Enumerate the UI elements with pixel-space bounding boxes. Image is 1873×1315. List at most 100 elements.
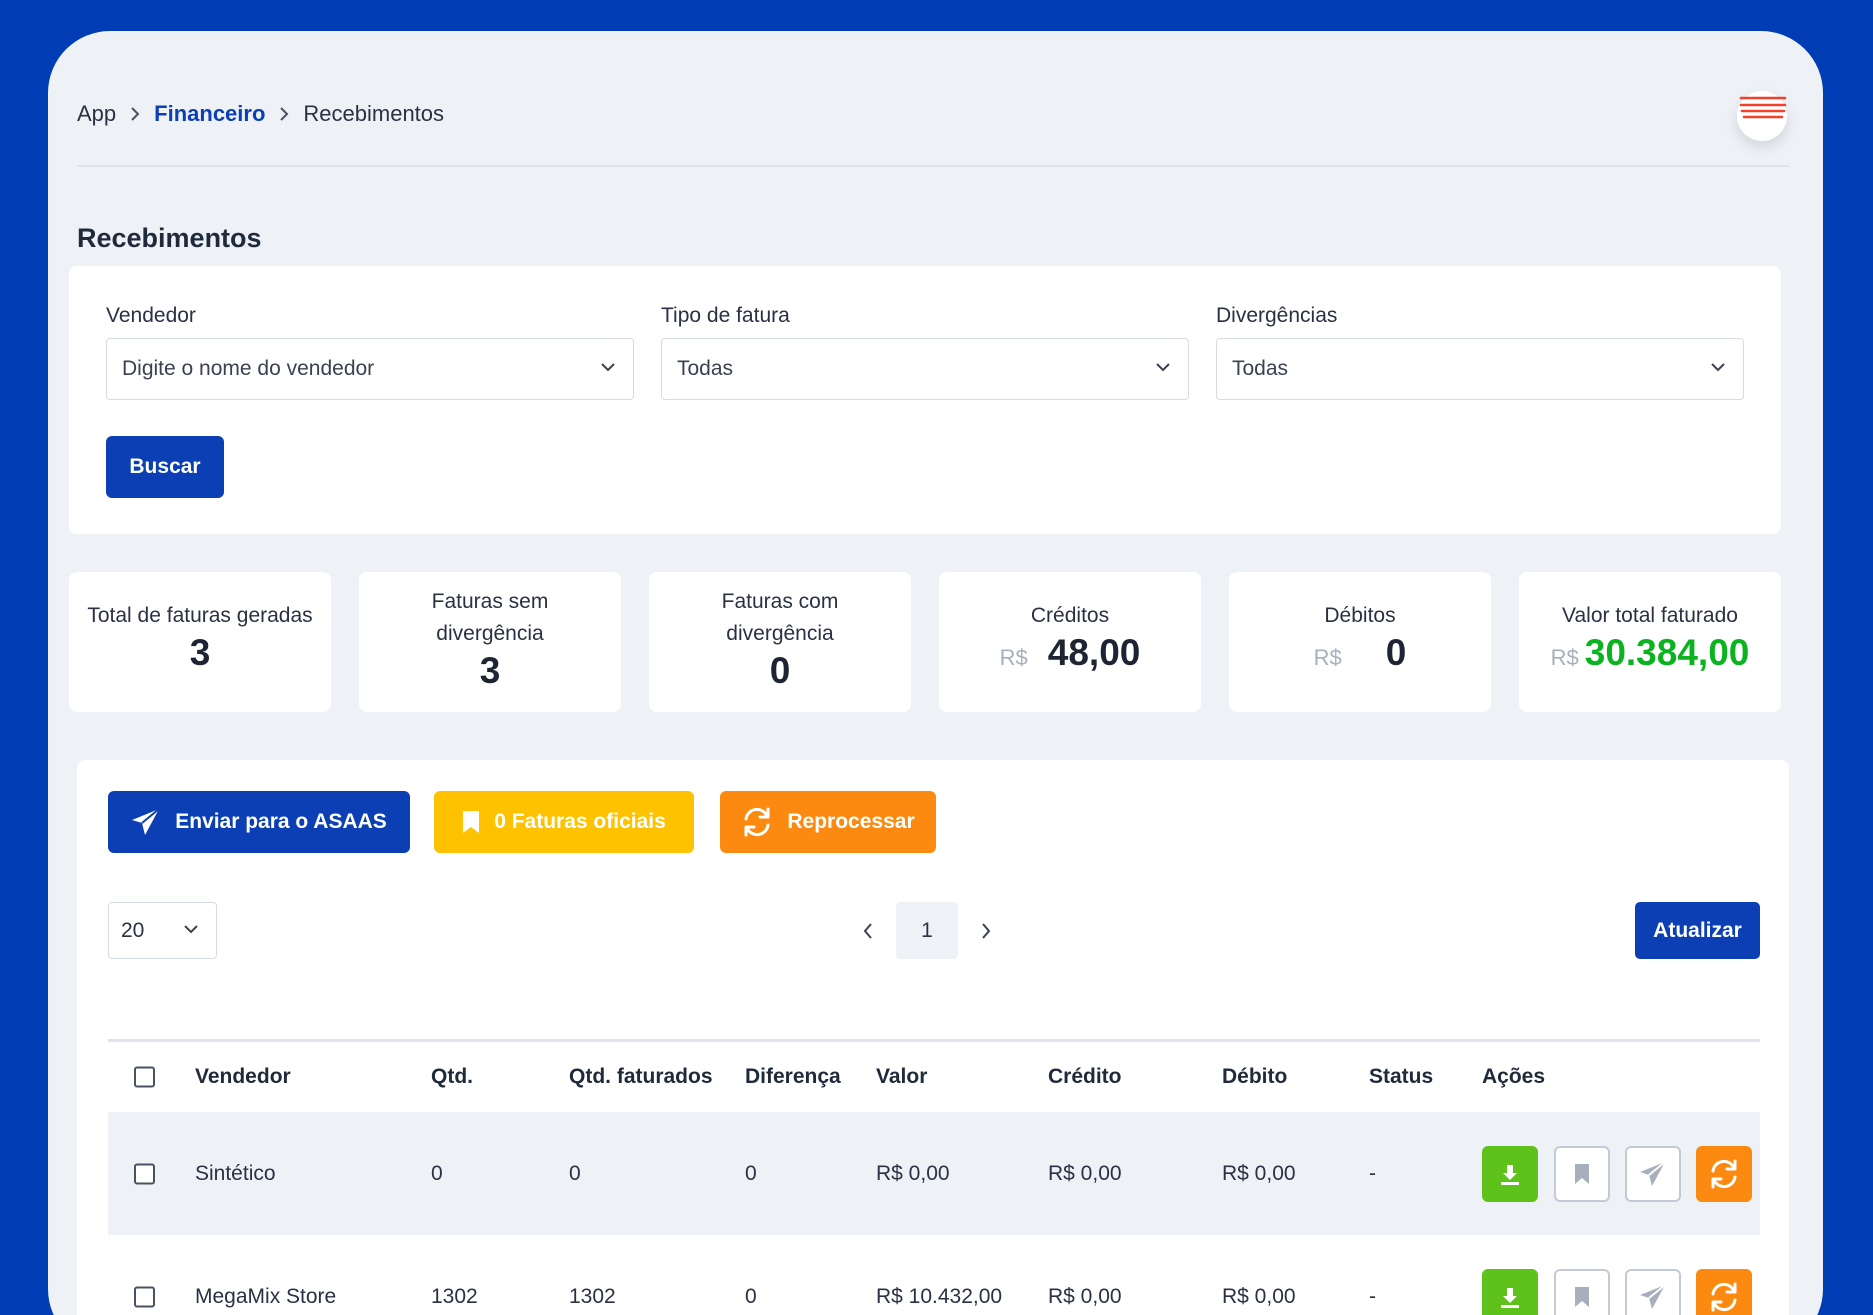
stat-label: Créditos: [1030, 604, 1110, 627]
stat-value: 3: [189, 632, 211, 673]
menu-button[interactable]: [1737, 91, 1787, 141]
vendedor-label: Vendedor: [106, 304, 196, 327]
vendedor-placeholder: Digite o nome do vendedor: [122, 357, 375, 380]
bookmark-icon: [1575, 1286, 1589, 1307]
stat-value: 3: [479, 650, 501, 691]
page-number[interactable]: 1: [896, 902, 958, 959]
stat-total-faturas: Total de faturas geradas 3: [69, 572, 331, 712]
cell-credito: R$ 0,00: [1048, 1161, 1122, 1185]
cell-status: -: [1369, 1284, 1376, 1308]
download-icon: [1501, 1287, 1519, 1308]
official-invoices-label: 0 Faturas oficiais: [494, 810, 666, 833]
select-all-checkbox[interactable]: [134, 1066, 155, 1088]
chevron-down-icon: [184, 925, 198, 934]
table-header: Vendedor Qtd. Qtd. faturados Diferença V…: [108, 1039, 1760, 1112]
refresh-button[interactable]: Atualizar: [1635, 902, 1760, 959]
stat-value: 0: [1385, 632, 1407, 673]
send-asaas-label: Enviar para o ASAAS: [175, 810, 387, 833]
chevron-left-icon[interactable]: [862, 922, 874, 940]
download-icon: [1501, 1164, 1519, 1185]
chevron-down-icon: [601, 363, 615, 372]
official-invoices-button[interactable]: 0 Faturas oficiais: [434, 791, 694, 853]
send-button[interactable]: [1625, 1268, 1681, 1315]
cell-qtd-faturados: 1302: [569, 1284, 616, 1308]
paper-plane-icon: [132, 808, 160, 835]
cell-debito: R$ 0,00: [1222, 1284, 1296, 1308]
bookmark-button[interactable]: [1554, 1145, 1610, 1202]
app-frame: App Financeiro Recebimentos Recebimentos…: [48, 31, 1823, 1315]
column-header[interactable]: Qtd.: [431, 1065, 473, 1088]
column-header[interactable]: Valor: [876, 1065, 928, 1088]
column-header: Ações: [1482, 1065, 1546, 1088]
divergencias-select[interactable]: Todas: [1216, 338, 1744, 400]
bookmark-icon: [1575, 1163, 1589, 1184]
stat-debitos: Débitos R$ 0: [1229, 572, 1491, 712]
stat-value: 0: [769, 650, 791, 691]
breadcrumb-app[interactable]: App: [77, 101, 117, 126]
vendedor-select[interactable]: Digite o nome do vendedor: [106, 338, 634, 400]
tipo-fatura-value: Todas: [677, 357, 734, 380]
cell-vendedor: Sintético: [195, 1161, 276, 1185]
per-page-select[interactable]: 20: [108, 902, 217, 959]
stat-sem-divergencia: Faturas sem divergência 3: [359, 572, 621, 712]
cell-qtd: 0: [431, 1161, 443, 1185]
currency-label: R$: [1313, 645, 1342, 670]
divergencias-value: Todas: [1232, 357, 1289, 380]
stat-label: Débitos: [1324, 604, 1396, 627]
reprocess-row-button[interactable]: [1696, 1268, 1752, 1315]
cell-qtd: 1302: [431, 1284, 478, 1308]
row-checkbox[interactable]: [134, 1286, 155, 1307]
column-header[interactable]: Diferença: [745, 1065, 841, 1088]
download-button[interactable]: [1482, 1145, 1538, 1202]
cell-valor: R$ 10.432,00: [876, 1284, 1003, 1308]
chevron-right-icon: [279, 107, 289, 121]
row-checkbox[interactable]: [134, 1163, 155, 1184]
stat-label: Total de faturas geradas: [87, 604, 313, 627]
search-button[interactable]: Buscar: [106, 436, 224, 498]
stat-label-line2: divergência: [436, 622, 544, 645]
filter-card: Vendedor Digite o nome do vendedor Tipo …: [69, 266, 1781, 534]
breadcrumb-financeiro[interactable]: Financeiro: [154, 101, 266, 126]
stat-com-divergencia: Faturas com divergência 0: [649, 572, 911, 712]
reprocess-button[interactable]: Reprocessar: [720, 791, 936, 853]
cell-vendedor: MegaMix Store: [195, 1284, 337, 1308]
refresh-icon: [1711, 1282, 1737, 1311]
stat-label: Valor total faturado: [1562, 604, 1738, 627]
per-page-value: 20: [121, 918, 145, 942]
column-header[interactable]: Crédito: [1048, 1065, 1122, 1088]
column-header[interactable]: Status: [1369, 1065, 1434, 1088]
pagination: 1: [862, 902, 992, 959]
reprocess-row-button[interactable]: [1696, 1145, 1752, 1202]
reprocess-label: Reprocessar: [787, 810, 915, 833]
column-header[interactable]: Débito: [1222, 1065, 1288, 1088]
tipo-fatura-select[interactable]: Todas: [661, 338, 1189, 400]
menu-lines-icon: [1739, 96, 1787, 119]
paper-plane-icon: [1640, 1283, 1666, 1309]
cell-valor: R$ 0,00: [876, 1161, 950, 1185]
stat-money: R$ 0: [1229, 632, 1491, 674]
column-header[interactable]: Vendedor: [195, 1065, 291, 1088]
bookmark-icon: [463, 811, 480, 833]
stat-valor-total: Valor total faturado R$ 30.384,00: [1519, 572, 1781, 712]
chevron-right-icon[interactable]: [980, 922, 992, 940]
tipo-fatura-label: Tipo de fatura: [661, 304, 790, 327]
refresh-icon: [1711, 1159, 1737, 1188]
chevron-down-icon: [1711, 363, 1725, 372]
download-button[interactable]: [1482, 1268, 1538, 1315]
stat-money: R$ 30.384,00: [1519, 632, 1781, 674]
divergencias-label: Divergências: [1216, 304, 1338, 327]
stat-money: R$ 48,00: [939, 632, 1201, 674]
tipo-fatura-field: Tipo de fatura Todas: [661, 304, 1189, 400]
top-bar: App Financeiro Recebimentos: [77, 67, 1789, 167]
bookmark-button[interactable]: [1554, 1268, 1610, 1315]
send-asaas-button[interactable]: Enviar para o ASAAS: [108, 791, 410, 853]
paper-plane-icon: [1640, 1160, 1666, 1186]
currency-label: R$: [999, 645, 1028, 670]
column-header[interactable]: Qtd. faturados: [569, 1065, 713, 1088]
cell-qtd-faturados: 0: [569, 1161, 581, 1185]
send-button[interactable]: [1625, 1145, 1681, 1202]
chevron-right-icon: [130, 107, 140, 121]
cell-debito: R$ 0,00: [1222, 1161, 1296, 1185]
stat-label-line1: Faturas com: [721, 590, 839, 613]
breadcrumb: App Financeiro Recebimentos: [77, 101, 444, 127]
